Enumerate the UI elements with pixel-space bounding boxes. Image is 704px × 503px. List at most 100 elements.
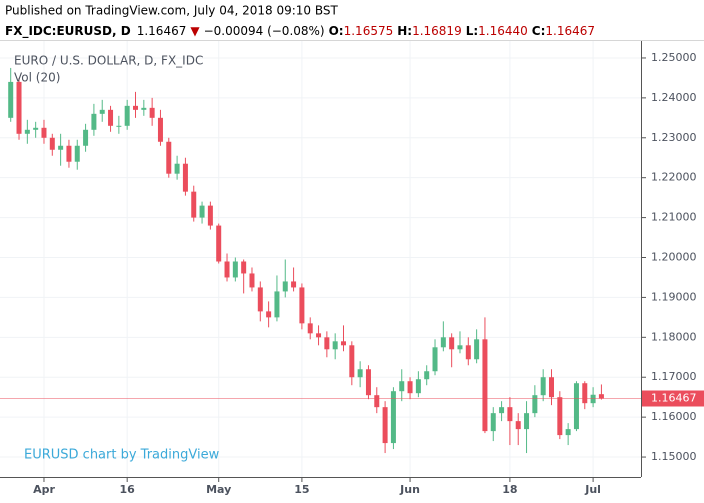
y-tick-label: 1.15000 xyxy=(651,450,697,463)
indicator-label: Vol (20) xyxy=(14,71,60,85)
symbol-line: FX_IDC:EURUSD, D 1.16467 ▼ −0.00094 (−0.08%… xyxy=(5,24,595,39)
x-tick-label: May xyxy=(206,483,231,496)
candle-body xyxy=(557,397,563,436)
y-tick-label: 1.23000 xyxy=(651,131,697,144)
l-value: 1.16440 xyxy=(478,24,528,38)
candle-body xyxy=(474,339,480,360)
candle-body xyxy=(99,109,105,114)
candle-body xyxy=(465,345,471,360)
candle-body xyxy=(357,369,363,378)
candle-body xyxy=(24,129,30,134)
o-label: O: xyxy=(329,24,344,38)
candle-body xyxy=(341,341,346,346)
candle-body xyxy=(540,377,546,396)
candle-body xyxy=(49,137,55,150)
grid xyxy=(0,41,641,477)
candle-body xyxy=(124,105,130,126)
candle-body xyxy=(66,145,72,162)
candle-body xyxy=(274,291,280,318)
y-tick-label: 1.21000 xyxy=(651,211,697,224)
candle-body xyxy=(83,129,89,146)
candle-body xyxy=(432,347,438,372)
h-value: 1.16819 xyxy=(412,24,462,38)
candle-body xyxy=(224,261,230,278)
candle-body xyxy=(582,383,588,404)
y-tick-label: 1.18000 xyxy=(651,330,697,343)
o-value: 1.16575 xyxy=(344,24,394,38)
candle-body xyxy=(166,141,172,174)
candle-body xyxy=(532,395,538,414)
c-value: 1.16467 xyxy=(545,24,595,38)
candle-body xyxy=(282,281,288,292)
candle-body xyxy=(415,379,421,394)
candle-body xyxy=(41,127,47,138)
x-tick-label: 18 xyxy=(502,483,517,496)
last-price-box xyxy=(642,390,704,407)
y-tick-label: 1.20000 xyxy=(651,251,697,264)
arrow: ▼ xyxy=(190,24,200,38)
candles xyxy=(8,67,604,454)
candle-body xyxy=(58,145,64,150)
candle-body xyxy=(565,429,571,436)
candle-body xyxy=(307,323,313,334)
candle-body xyxy=(482,339,488,432)
candle-body xyxy=(141,107,147,110)
watermark: EURUSD chart by TradingView xyxy=(24,448,220,463)
candle-body xyxy=(216,225,222,262)
candle-body xyxy=(266,311,272,318)
candle-body xyxy=(407,381,413,394)
symbol: FX_IDC:EURUSD, D xyxy=(5,24,131,39)
candle-body xyxy=(16,81,22,134)
candle-body xyxy=(490,413,496,432)
candle-body xyxy=(499,407,505,414)
price: 1.16467 xyxy=(137,24,187,38)
candle-body xyxy=(91,113,97,130)
x-tick-label: Apr xyxy=(33,483,55,496)
candle-body xyxy=(332,341,338,350)
candle-body xyxy=(573,383,579,430)
candle-body xyxy=(33,127,39,130)
published-note: Published on TradingView.com, July 04, 2… xyxy=(5,4,339,18)
candle-body xyxy=(116,125,122,127)
candle-body xyxy=(207,205,213,226)
x-tick-label: Jun xyxy=(399,483,420,496)
series-title: EURO / U.S. DOLLAR, D, FX_IDC xyxy=(14,54,203,68)
last-price-label: 1.16467 xyxy=(651,392,697,405)
candle-body xyxy=(199,205,205,218)
y-tick-label: 1.25000 xyxy=(651,51,697,64)
candle-body xyxy=(133,105,138,110)
candle-body xyxy=(249,273,255,288)
candle-body xyxy=(349,345,355,378)
x-tick-label: 15 xyxy=(294,483,309,496)
candle-body xyxy=(291,281,297,288)
candle-body xyxy=(174,163,180,174)
candle-body xyxy=(299,287,305,324)
l-label: L: xyxy=(466,24,478,38)
candle-body xyxy=(241,261,247,274)
h-label: H: xyxy=(397,24,412,38)
y-tick-label: 1.17000 xyxy=(651,370,697,383)
x-tick-label: Jul xyxy=(584,483,601,496)
y-tick-label: 1.16000 xyxy=(651,410,697,423)
candle-body xyxy=(390,391,396,444)
candle-body xyxy=(524,413,530,430)
candle-body xyxy=(374,395,380,408)
candle-body xyxy=(365,369,371,396)
candle-body xyxy=(507,407,513,422)
y-tick-label: 1.24000 xyxy=(651,91,697,104)
change: −0.00094 (−0.08%) xyxy=(204,24,325,38)
candle-body xyxy=(149,107,155,118)
c-label: C: xyxy=(532,24,546,38)
x-tick-label: 16 xyxy=(120,483,136,496)
candle-body xyxy=(440,337,446,348)
y-tick-label: 1.22000 xyxy=(651,171,697,184)
candle-body xyxy=(515,421,521,430)
candle-body xyxy=(182,163,188,192)
candle-body xyxy=(598,394,604,399)
candle-body xyxy=(549,377,554,398)
y-tick-label: 1.19000 xyxy=(651,290,697,303)
candle-body xyxy=(424,371,430,380)
candle-body xyxy=(449,337,455,350)
